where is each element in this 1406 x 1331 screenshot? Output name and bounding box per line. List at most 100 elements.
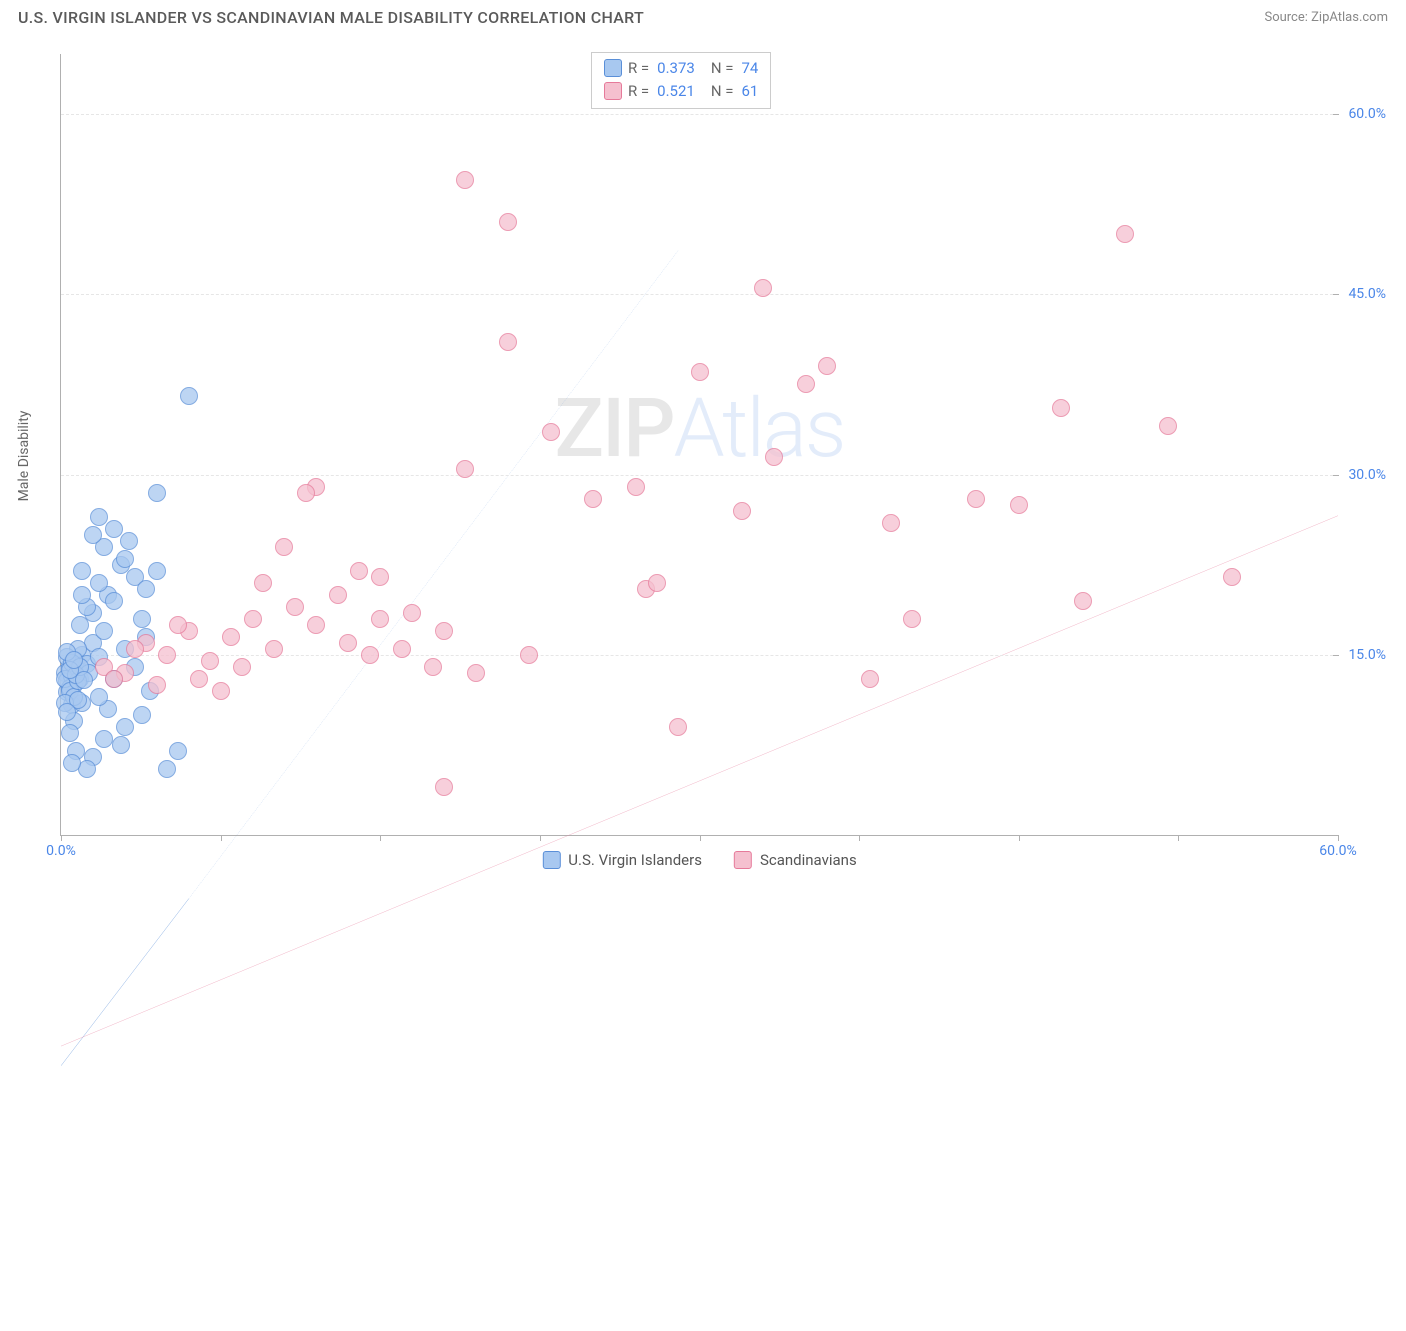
gridline-h xyxy=(61,294,1338,295)
data-point-usvi xyxy=(120,532,138,550)
data-point-scan xyxy=(520,646,538,664)
data-point-scan xyxy=(275,538,293,556)
data-point-scan xyxy=(212,682,230,700)
stats-N-value-usvi: 74 xyxy=(742,57,759,80)
data-point-scan xyxy=(424,658,442,676)
data-point-usvi xyxy=(148,562,166,580)
data-point-scan xyxy=(467,664,485,682)
data-point-usvi xyxy=(180,387,198,405)
y-axis-label: Male Disability xyxy=(16,411,32,502)
data-point-scan xyxy=(297,484,315,502)
data-point-scan xyxy=(1223,568,1241,586)
data-point-scan xyxy=(456,460,474,478)
data-point-scan xyxy=(1052,399,1070,417)
data-point-scan xyxy=(584,490,602,508)
data-point-usvi xyxy=(71,616,89,634)
trend-line-usvi xyxy=(61,899,189,1066)
stats-N-label: N = xyxy=(711,80,734,103)
stats-R-label: R = xyxy=(628,80,649,103)
data-point-usvi xyxy=(63,754,81,772)
legend-item: U.S. Virgin Islanders xyxy=(542,851,702,869)
trend-lines xyxy=(61,54,1338,1331)
stats-R-value-scan: 0.521 xyxy=(657,80,695,103)
data-point-scan xyxy=(1010,496,1028,514)
stats-R-value-usvi: 0.373 xyxy=(657,57,695,80)
data-point-scan xyxy=(435,622,453,640)
data-point-scan xyxy=(1074,592,1092,610)
data-point-scan xyxy=(190,670,208,688)
data-point-scan xyxy=(361,646,379,664)
data-point-usvi xyxy=(137,580,155,598)
data-point-usvi xyxy=(158,760,176,778)
y-tick-label: 45.0% xyxy=(1348,286,1386,302)
x-tick-label: 0.0% xyxy=(46,843,76,859)
data-point-scan xyxy=(265,640,283,658)
data-point-scan xyxy=(797,375,815,393)
data-point-scan xyxy=(350,562,368,580)
gridline-h xyxy=(61,114,1338,115)
data-point-usvi xyxy=(90,688,108,706)
watermark-atlas: Atlas xyxy=(674,381,845,477)
data-point-usvi xyxy=(84,526,102,544)
stats-N-value-scan: 61 xyxy=(742,80,759,103)
data-point-scan xyxy=(499,333,517,351)
data-point-scan xyxy=(691,363,709,381)
legend-swatch xyxy=(734,851,752,869)
data-point-scan xyxy=(903,610,921,628)
data-point-usvi xyxy=(90,574,108,592)
chart-source: Source: ZipAtlas.com xyxy=(1264,10,1388,25)
y-tick-label: 30.0% xyxy=(1348,467,1386,483)
data-point-usvi xyxy=(95,622,113,640)
data-point-usvi xyxy=(58,703,76,721)
data-point-usvi xyxy=(148,484,166,502)
data-point-scan xyxy=(371,568,389,586)
data-point-usvi xyxy=(169,742,187,760)
data-point-scan xyxy=(286,598,304,616)
data-point-scan xyxy=(861,670,879,688)
data-point-usvi xyxy=(112,736,130,754)
data-point-usvi xyxy=(133,706,151,724)
gridline-h xyxy=(61,475,1338,476)
watermark: ZIPAtlas xyxy=(555,381,845,477)
data-point-usvi xyxy=(133,610,151,628)
data-point-usvi xyxy=(73,586,91,604)
correlation-stats-box: R = 0.373 N = 74R = 0.521 N = 61 xyxy=(591,52,771,109)
data-point-usvi xyxy=(90,508,108,526)
data-point-usvi xyxy=(61,724,79,742)
y-tick-label: 15.0% xyxy=(1348,647,1386,663)
data-point-usvi xyxy=(116,718,134,736)
data-point-scan xyxy=(105,670,123,688)
data-point-usvi xyxy=(73,562,91,580)
gridline-h xyxy=(61,655,1338,656)
data-point-scan xyxy=(542,423,560,441)
data-point-scan xyxy=(222,628,240,646)
data-point-scan xyxy=(169,616,187,634)
data-point-scan xyxy=(669,718,687,736)
chart-container: Male Disability ZIPAtlas R = 0.373 N = 74R … xyxy=(18,38,1388,874)
data-point-scan xyxy=(254,574,272,592)
data-point-scan xyxy=(339,634,357,652)
legend-label: U.S. Virgin Islanders xyxy=(568,851,702,869)
data-point-usvi xyxy=(95,730,113,748)
watermark-zip: ZIP xyxy=(555,381,674,477)
data-point-scan xyxy=(818,357,836,375)
data-point-scan xyxy=(1116,225,1134,243)
stats-row-scan: R = 0.521 N = 61 xyxy=(604,80,758,103)
data-point-scan xyxy=(233,658,251,676)
data-point-scan xyxy=(393,640,411,658)
data-point-scan xyxy=(765,448,783,466)
data-point-usvi xyxy=(116,550,134,568)
stats-N-label: N = xyxy=(711,57,734,80)
data-point-scan xyxy=(754,279,772,297)
data-point-scan xyxy=(627,478,645,496)
data-point-scan xyxy=(1159,417,1177,435)
data-point-scan xyxy=(371,610,389,628)
chart-title: U.S. VIRGIN ISLANDER VS SCANDINAVIAN MAL… xyxy=(18,8,644,27)
data-point-scan xyxy=(329,586,347,604)
legend-label: Scandinavians xyxy=(760,851,857,869)
data-point-scan xyxy=(967,490,985,508)
data-point-scan xyxy=(456,171,474,189)
stats-swatch-usvi xyxy=(604,59,622,77)
data-point-scan xyxy=(201,652,219,670)
data-point-scan xyxy=(307,616,325,634)
